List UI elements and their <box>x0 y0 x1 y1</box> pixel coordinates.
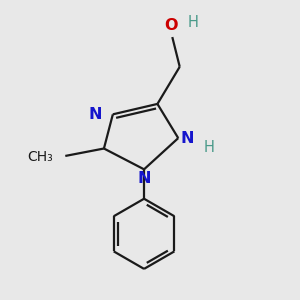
Text: O: O <box>164 18 178 33</box>
Text: N: N <box>89 107 102 122</box>
Text: CH₃: CH₃ <box>28 150 53 164</box>
Text: N: N <box>137 171 151 186</box>
Text: H: H <box>203 140 214 154</box>
Text: N: N <box>181 130 194 146</box>
Text: H: H <box>188 15 199 30</box>
